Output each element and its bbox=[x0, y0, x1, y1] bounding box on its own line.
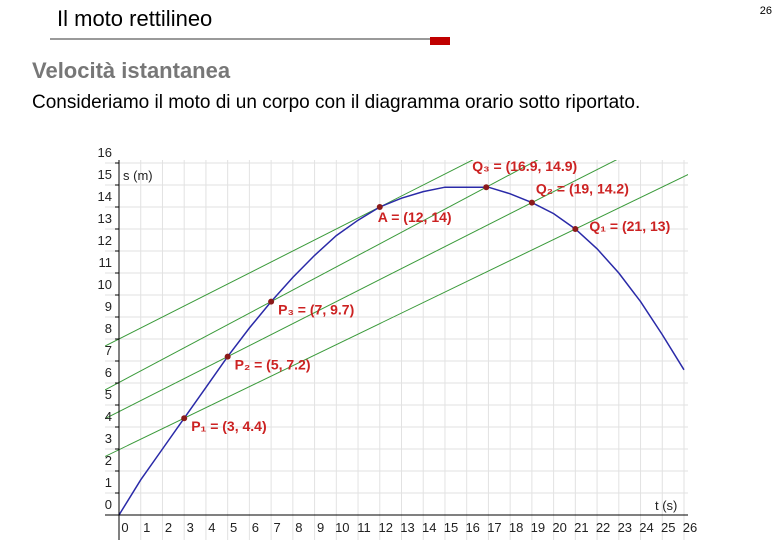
title-accent bbox=[430, 37, 450, 45]
y-tick-label: 10 bbox=[98, 277, 112, 292]
x-tick-label: 21 bbox=[574, 520, 588, 535]
x-tick-label: 20 bbox=[552, 520, 566, 535]
title-rule bbox=[50, 38, 430, 40]
x-tick-label: 19 bbox=[531, 520, 545, 535]
point-label: Q₁ = (21, 13) bbox=[589, 218, 670, 234]
point bbox=[376, 204, 383, 210]
y-tick-label: 11 bbox=[99, 255, 113, 270]
y-tick-label: 15 bbox=[98, 167, 112, 182]
point-label: P₂ = (5, 7.2) bbox=[235, 357, 311, 373]
point bbox=[483, 184, 490, 191]
y-tick-label: 6 bbox=[105, 365, 112, 380]
x-tick-label: 15 bbox=[444, 520, 458, 535]
x-tick-label: 8 bbox=[295, 520, 302, 535]
point-label: P₃ = (7, 9.7) bbox=[278, 302, 354, 318]
point bbox=[268, 298, 275, 305]
x-tick-label: 23 bbox=[618, 520, 632, 535]
point bbox=[528, 199, 535, 206]
x-tick-label: 16 bbox=[465, 520, 479, 535]
x-tick-label: 18 bbox=[509, 520, 523, 535]
secant-line bbox=[105, 160, 539, 391]
x-tick-label: 25 bbox=[661, 520, 675, 535]
point bbox=[572, 226, 579, 232]
x-tick-label: 14 bbox=[422, 520, 436, 535]
y-tick-label: 9 bbox=[105, 299, 112, 314]
x-tick-label: 3 bbox=[187, 520, 194, 535]
x-tick-label: 9 bbox=[317, 520, 324, 535]
y-tick-label: 3 bbox=[105, 431, 112, 446]
y-axis-label: s (m) bbox=[123, 168, 153, 183]
x-tick-label: 12 bbox=[379, 520, 393, 535]
y-tick-label: 14 bbox=[98, 189, 112, 204]
y-tick-label: 12 bbox=[98, 233, 112, 248]
x-tick-label: 2 bbox=[165, 520, 172, 535]
x-tick-label: 13 bbox=[400, 520, 414, 535]
y-tick-label: 4 bbox=[105, 409, 112, 424]
x-tick-label: 1 bbox=[143, 520, 150, 535]
point bbox=[181, 415, 188, 422]
x-tick-label: 7 bbox=[273, 520, 280, 535]
curve bbox=[118, 186, 685, 516]
x-tick-label: 5 bbox=[230, 520, 237, 535]
x-tick-label: 26 bbox=[683, 520, 697, 535]
x-tick-label: 6 bbox=[252, 520, 259, 535]
page-number: 26 bbox=[759, 5, 772, 17]
x-tick-label: 0 bbox=[121, 520, 128, 535]
point-label: Q₃ = (16.9, 14.9) bbox=[472, 158, 577, 174]
y-tick-label: 8 bbox=[105, 321, 112, 336]
y-tick-label: 1 bbox=[105, 475, 112, 490]
x-tick-label: 22 bbox=[596, 520, 610, 535]
point-label: Q₂ = (19, 14.2) bbox=[536, 181, 629, 197]
y-tick-label: 0 bbox=[105, 497, 112, 512]
secant-line bbox=[105, 173, 688, 458]
point-label: A = (12, 14) bbox=[378, 209, 452, 225]
x-tick-label: 24 bbox=[639, 520, 653, 535]
x-tick-label: 4 bbox=[208, 520, 215, 535]
x-tick-label: 17 bbox=[487, 520, 501, 535]
point bbox=[224, 353, 231, 360]
secant-line bbox=[105, 160, 474, 347]
y-tick-label: 13 bbox=[98, 211, 112, 226]
y-tick-label: 7 bbox=[105, 343, 112, 358]
body-text: Consideriamo il moto di un corpo con il … bbox=[32, 92, 641, 113]
slide-title: Il moto rettilineo bbox=[57, 6, 213, 31]
y-tick-label: 2 bbox=[105, 453, 112, 468]
point-label: P₁ = (3, 4.4) bbox=[191, 418, 266, 434]
x-axis-label: t (s) bbox=[655, 498, 677, 513]
section-heading: Velocità istantanea bbox=[32, 58, 231, 83]
secant-line bbox=[105, 160, 618, 420]
plot-area bbox=[105, 160, 688, 540]
x-tick-label: 10 bbox=[335, 520, 349, 535]
x-tick-label: 11 bbox=[357, 520, 371, 535]
y-tick-label: 5 bbox=[105, 387, 112, 402]
y-tick-label: 16 bbox=[98, 145, 112, 160]
